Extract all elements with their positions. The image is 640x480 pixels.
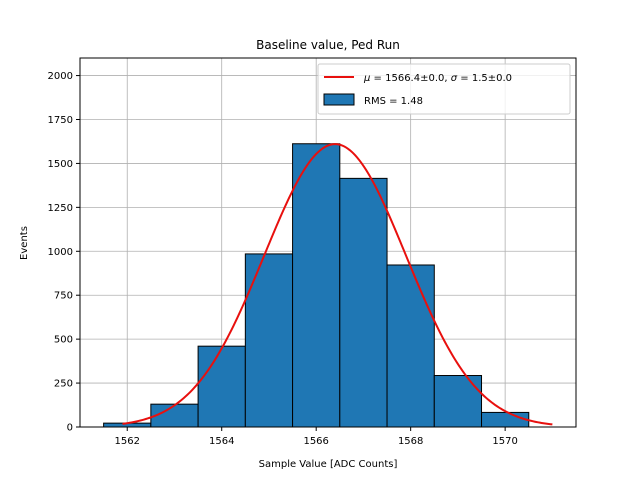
y-tick-label-7: 1750 <box>48 115 73 126</box>
legend-rms-label: RMS = 1.48 <box>364 96 423 107</box>
chart-title: Baseline value, Ped Run <box>256 38 400 52</box>
x-tick-label-1: 1564 <box>209 436 234 447</box>
gaussian-fit <box>122 143 553 426</box>
legend-sigma-value: = 1.5±0.0 <box>457 73 512 84</box>
legend-sigma-symbol: σ <box>451 73 458 84</box>
histogram-bar-3 <box>244 253 294 428</box>
legend-mu-symbol: μ <box>363 73 370 84</box>
histogram-bar-5 <box>339 177 388 428</box>
x-axis-label: Sample Value [ADC Counts] <box>259 459 398 470</box>
y-tick-label-0: 0 <box>67 423 73 434</box>
y-tick-label-5: 1250 <box>48 203 73 214</box>
plot-frame <box>79 57 577 428</box>
histogram-bar-7 <box>433 375 483 428</box>
y-tick-label-3: 750 <box>54 291 73 302</box>
legend-box <box>317 63 571 115</box>
legend: μ = 1566.4±0.0, σ = 1.5±0.0 RMS = 1.48 <box>317 63 571 115</box>
y-tick-label-1: 250 <box>54 379 73 390</box>
y-tick-label-8: 2000 <box>48 71 73 82</box>
x-tick-label-0: 1562 <box>115 436 140 447</box>
legend-bar-swatch <box>323 93 355 106</box>
y-tick-label-4: 1000 <box>48 247 73 258</box>
legend-mu-value: = 1566.4±0.0, <box>370 73 450 84</box>
x-axis-ticks: 1562 1564 1566 1568 1570 <box>115 427 518 447</box>
y-tick-label-2: 500 <box>54 335 73 346</box>
histogram-bar-8 <box>481 411 530 428</box>
legend-fit-label: μ = 1566.4±0.0, σ = 1.5±0.0 <box>363 73 512 84</box>
x-tick-label-2: 1566 <box>303 436 328 447</box>
y-axis-ticks: 0 250 500 750 1000 1250 1500 1750 2000 <box>48 71 80 434</box>
histogram-bar-2 <box>197 345 246 428</box>
gaussian-fit-curve <box>122 143 553 426</box>
histogram-bar-4 <box>292 143 341 428</box>
y-tick-label-6: 1500 <box>48 159 73 170</box>
x-tick-label-4: 1570 <box>492 436 517 447</box>
x-tick-label-3: 1568 <box>398 436 423 447</box>
histogram-bar-6 <box>386 264 435 428</box>
y-axis-label: Events <box>19 226 30 260</box>
